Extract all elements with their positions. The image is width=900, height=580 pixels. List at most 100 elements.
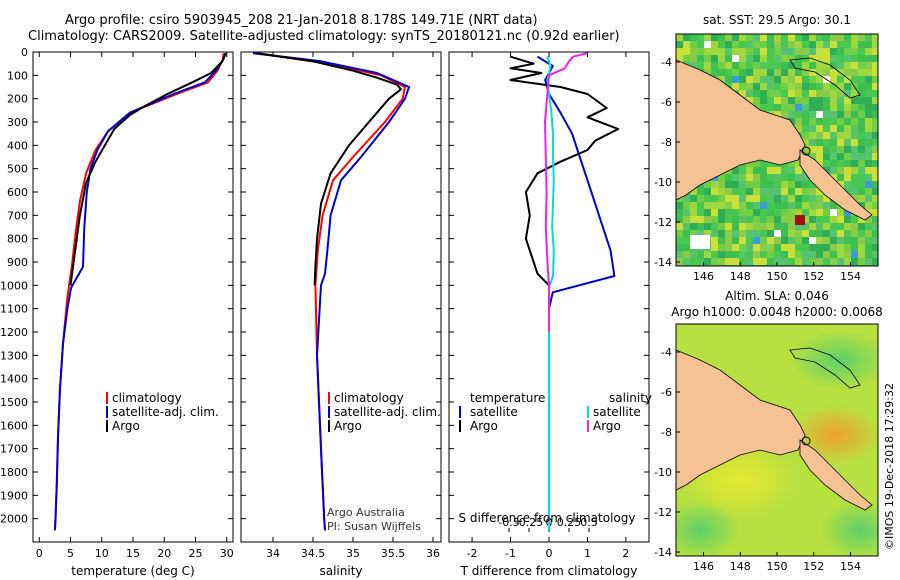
sst-cell: [844, 237, 851, 244]
sst-cell: [718, 258, 725, 265]
sst-cell: [788, 97, 795, 104]
sst-cell: [865, 188, 872, 195]
sst-cell: [704, 41, 711, 48]
sst-cell: [746, 174, 753, 181]
depth-tick-label: 1500: [0, 396, 28, 409]
sst-cell: [816, 237, 823, 244]
sla-low-anomaly-east: [820, 500, 878, 556]
sst-cell: [865, 160, 872, 167]
sst-cell: [760, 41, 767, 48]
sst-cell: [697, 230, 704, 237]
sst-cell: [837, 237, 844, 244]
sst-cell: [844, 125, 851, 132]
sst-cell: [837, 139, 844, 146]
sst-cell: [676, 48, 683, 55]
sst-cell: [872, 244, 878, 251]
sst-cell: [809, 146, 816, 153]
sst-cell: [851, 146, 858, 153]
sst-cell: [816, 258, 823, 265]
depth-axis: 0 100 200 300 400 500 600 700 800 900 1000 1100 1200…: [0, 46, 649, 526]
sst-cell: [711, 55, 718, 62]
temperature-legend: climatology satellite-adj. clim. Argo: [106, 391, 219, 433]
sst-cell: [795, 97, 802, 104]
depth-tick-label: 1200: [0, 326, 28, 339]
sst-cell: [739, 188, 746, 195]
sst-cell: [760, 167, 767, 174]
sst-cell: [823, 202, 830, 209]
sst-cell: [753, 258, 760, 265]
sst-cell: [704, 230, 711, 237]
sla-low-anomaly-south: [676, 500, 740, 556]
sst-cell: [865, 237, 872, 244]
sst-cell: [725, 237, 732, 244]
sst-cell: [809, 237, 816, 244]
sst-cell: [690, 216, 697, 223]
sst-cell: [711, 62, 718, 69]
map-x-tick-label: 152: [803, 560, 824, 573]
sst-cell: [760, 48, 767, 55]
sst-cell: [697, 41, 704, 48]
sst-cell: [872, 125, 878, 132]
difference-legend: temperature salinity satellite Argo sate…: [459, 391, 652, 433]
new-britain-coast: [789, 347, 861, 389]
sst-cell: [774, 174, 781, 181]
depth-tick-label: 600: [7, 186, 28, 199]
sst-cell: [872, 216, 878, 223]
sst-cell: [767, 48, 774, 55]
sst-cell: [711, 69, 718, 76]
sst-cell: [788, 41, 795, 48]
sst-cell: [732, 83, 739, 90]
sst-cell: [718, 223, 725, 230]
sst-cell: [872, 62, 878, 69]
sst-cell: [781, 216, 788, 223]
credit-line2: PI: Susan Wijffels: [327, 520, 421, 533]
sst-cell: [774, 202, 781, 209]
sst-cell: [837, 83, 844, 90]
sst-cell: [753, 223, 760, 230]
sst-cell: [746, 216, 753, 223]
sst-cell: [830, 230, 837, 237]
depth-tick-label: 2000: [0, 513, 28, 526]
sst-cell: [844, 216, 851, 223]
sst-cell: [676, 41, 683, 48]
sst-cell: [718, 230, 725, 237]
sst-cell: [865, 41, 872, 48]
sst-cell: [809, 139, 816, 146]
sst-cell: [781, 174, 788, 181]
sst-cell: [760, 174, 767, 181]
map-y-tick-label: -4: [661, 346, 672, 359]
sst-cell: [788, 223, 795, 230]
sst-cell: [858, 62, 865, 69]
sst-cell: [767, 237, 774, 244]
sst-cell: [718, 48, 725, 55]
sst-cell: [739, 90, 746, 97]
sst-cell: [718, 188, 725, 195]
sst-cell: [865, 195, 872, 202]
sst-cell: [844, 104, 851, 111]
sst-cell: [830, 111, 837, 118]
sst-cell: [795, 69, 802, 76]
sst-cell: [795, 251, 802, 258]
sst-cell: [809, 69, 816, 76]
sst-cell: [711, 237, 718, 244]
sst-cell: [844, 97, 851, 104]
sst-cell: [711, 230, 718, 237]
sst-cell: [739, 167, 746, 174]
sst-cell: [851, 90, 858, 97]
sst-cell: [802, 188, 809, 195]
sst-cell: [774, 83, 781, 90]
sst-cell: [711, 209, 718, 216]
sst-cell: [739, 181, 746, 188]
papuan-peninsula-land: [799, 149, 873, 221]
new-guinea-land: [676, 59, 806, 201]
new-guinea-land: [676, 349, 806, 491]
sst-cell: [844, 230, 851, 237]
sst-cell: [830, 160, 837, 167]
sst-cell: [858, 111, 865, 118]
sst-cell: [767, 202, 774, 209]
sst-cell: [872, 90, 878, 97]
sst-cell: [774, 237, 781, 244]
sst-cell: [683, 195, 690, 202]
sst-cell: [697, 202, 704, 209]
sst-cell: [767, 83, 774, 90]
